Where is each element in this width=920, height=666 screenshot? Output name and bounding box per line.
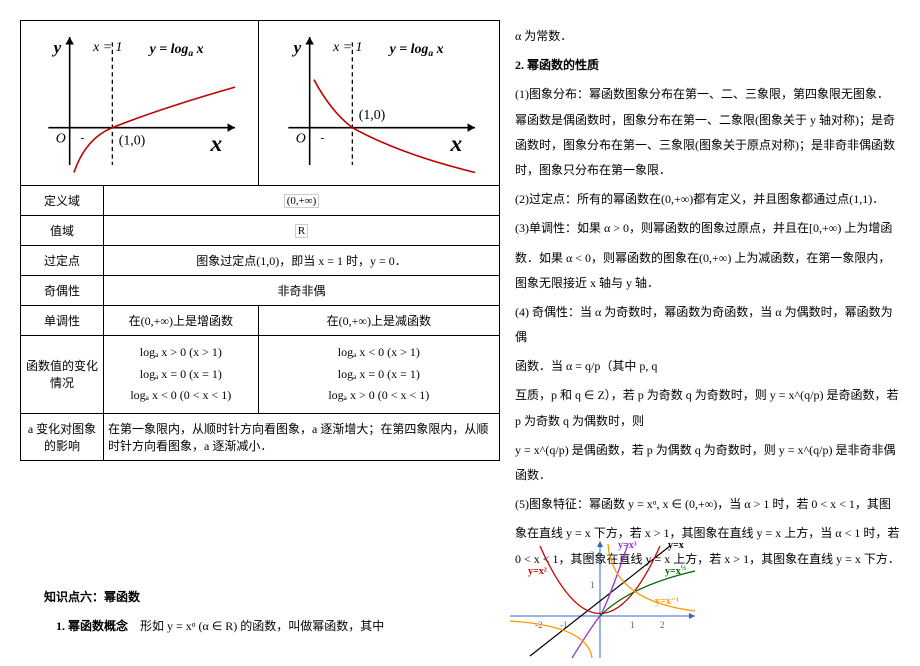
svg-text:1: 1 <box>590 580 595 590</box>
mono-right: 在(0,+∞)上是减函数 <box>258 306 499 336</box>
range-value: R <box>104 216 500 246</box>
svg-text:y = loga x: y = loga x <box>148 41 204 59</box>
svg-text:y: y <box>52 38 62 57</box>
svg-text:y=x²: y=x² <box>528 566 547 577</box>
svg-text:2: 2 <box>660 620 665 630</box>
svg-text:y: y <box>291 38 301 57</box>
section-2-title: 2. 幂函数的性质 <box>515 53 900 78</box>
prop-3b: 数．如果 α < 0，则幂函数的图象在(0,+∞) 上为减函数，在第一象限内，图… <box>515 246 900 296</box>
change-label: 函数值的变化情况 <box>21 336 104 414</box>
bottom-section: 知识点六：幂函数 1. 幂函数概念 形如 y = xᵅ (α ∈ R) 的函数，… <box>20 588 900 634</box>
svg-text:x: x <box>449 131 462 157</box>
graph-increasing: y x O x = 1 y = loga x (1,0) - <box>24 21 254 181</box>
kp6-title: 知识点六：幂函数 <box>20 588 900 605</box>
svg-text:2: 2 <box>590 550 595 560</box>
change-right: logₐ x < 0 (x > 1) logₐ x = 0 (x = 1) lo… <box>258 336 499 414</box>
prop-5a: (5)图象特征：幂函数 y = xᵅ, x ∈ (0,+∞)，当 α > 1 时… <box>515 492 900 517</box>
prop-3a: (3)单调性：如果 α > 0，则幂函数的图象过原点，并且在[0,+∞) 上为增… <box>515 216 900 241</box>
domain-value: (0,+∞) <box>104 186 500 216</box>
svg-text:y=x⁻¹: y=x⁻¹ <box>655 596 679 607</box>
svg-text:y=x: y=x <box>668 540 684 551</box>
svg-text:-: - <box>81 132 85 145</box>
svg-text:x = 1: x = 1 <box>332 39 362 54</box>
svg-text:-: - <box>320 132 324 145</box>
mono-label: 单调性 <box>21 306 104 336</box>
svg-text:y=x½: y=x½ <box>665 564 686 577</box>
parity-value: 非奇非偶 <box>104 276 500 306</box>
power-def-text: 形如 y = xᵅ (α ∈ R) 的函数，叫做幂函数，其中 <box>140 619 384 633</box>
prop-1: (1)图象分布：幂函数图象分布在第一、二、三象限，第四象限无图象．幂函数是偶函数… <box>515 82 900 183</box>
prop-4a: (4) 奇偶性：当 α 为奇数时，幂函数为奇函数，当 α 为偶数时，幂函数为偶 <box>515 300 900 350</box>
graph-decreasing: y x O x = 1 y = loga x (1,0) - <box>264 21 494 181</box>
mono-left: 在(0,+∞)上是增函数 <box>104 306 259 336</box>
parity-label: 奇偶性 <box>21 276 104 306</box>
change-left: logₐ x > 0 (x > 1) logₐ x = 0 (x = 1) lo… <box>104 336 259 414</box>
svg-text:x: x <box>210 131 223 157</box>
svg-text:O: O <box>56 131 66 146</box>
svg-text:y=x³: y=x³ <box>618 540 637 551</box>
svg-text:O: O <box>296 131 306 146</box>
prop-4b: 函数．当 α = q/p（其中 p, q <box>515 354 900 379</box>
svg-text:-1: -1 <box>560 620 568 630</box>
svg-text:(1,0): (1,0) <box>359 107 386 123</box>
svg-text:y = loga x: y = loga x <box>387 41 443 59</box>
svg-text:x = 1: x = 1 <box>92 39 122 54</box>
right-text-column: α 为常数． 2. 幂函数的性质 (1)图象分布：幂函数图象分布在第一、二、三象… <box>515 24 900 572</box>
prop-4c: 互质，p 和 q ∈ Z），若 p 为奇数 q 为奇数时，则 y = x^(q/… <box>515 383 900 433</box>
power-def-title: 1. 幂函数概念 <box>56 619 128 633</box>
log-function-table: y x O x = 1 y = loga x (1,0) - y x O x =… <box>20 20 500 461</box>
effect-label: a 变化对图象的影响 <box>21 413 104 460</box>
prop-2: (2)过定点：所有的幂函数在(0,+∞)都有定义，并且图象都通过点(1,1)． <box>515 187 900 212</box>
prop-4d: y = x^(q/p) 是偶函数，若 p 为偶数 q 为奇数时，则 y = x^… <box>515 438 900 488</box>
range-label: 值域 <box>21 216 104 246</box>
power-function-chart: -1 1 2 -2 1 2 y=x y=x² y=x³ y=x½ y=x⁻¹ <box>500 536 700 661</box>
fixed-point-label: 过定点 <box>21 246 104 276</box>
svg-text:(1,0): (1,0) <box>119 133 146 149</box>
effect-value: 在第一象限内，从顺时针方向看图象，a 逐渐增大；在第四象限内，从顺时针方向看图象… <box>104 413 500 460</box>
domain-label: 定义域 <box>21 186 104 216</box>
alpha-const: α 为常数． <box>515 24 900 49</box>
fixed-point-value: 图象过定点(1,0)，即当 x = 1 时，y = 0． <box>104 246 500 276</box>
svg-text:1: 1 <box>630 620 635 630</box>
